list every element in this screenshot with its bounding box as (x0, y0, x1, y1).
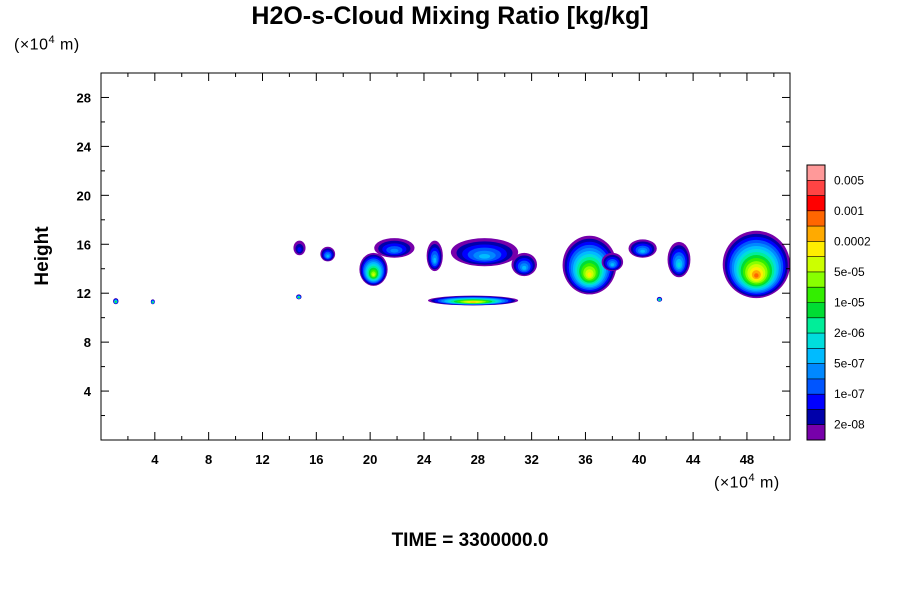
x-tick-label: 32 (524, 452, 538, 467)
colorbar-segment (807, 165, 825, 181)
cloud-region (428, 295, 519, 306)
y-tick-label: 12 (77, 286, 91, 301)
y-axis-unit: (×104 m) (14, 34, 80, 54)
y-tick-label: 20 (77, 188, 91, 203)
y-tick-label: 24 (77, 139, 92, 154)
colorbar-label: 5e-07 (834, 357, 865, 371)
colorbar-label: 1e-05 (834, 296, 865, 310)
cloud-region (320, 246, 336, 262)
plot-frame (100, 72, 791, 441)
x-unit-prefix: (×10 (714, 474, 749, 492)
colorbar-segment (807, 180, 825, 196)
chart-title: H2O-s-Cloud Mixing Ratio [kg/kg] (251, 2, 649, 30)
cloud-region (359, 252, 388, 286)
x-tick-label: 20 (363, 452, 377, 467)
cloud-contour (469, 301, 477, 303)
x-tick-label: 24 (417, 452, 432, 467)
cloud-contour (754, 273, 759, 278)
y-tick-label: 16 (77, 237, 91, 252)
x-tick-label: 28 (471, 452, 485, 467)
x-tick-label: 12 (255, 452, 269, 467)
x-tick-label: 4 (151, 452, 159, 467)
cloud-contour (640, 249, 646, 253)
cloud-contour (478, 253, 491, 259)
cloud-contour (433, 257, 437, 263)
x-axis-unit: (×104 m) (714, 472, 780, 492)
x-tick-label: 8 (205, 452, 212, 467)
colorbar-segment (807, 256, 825, 273)
cloud-region (511, 252, 538, 277)
colorbar-label: 5e-05 (834, 265, 865, 279)
cloud-region (722, 230, 790, 299)
cloud-region (296, 294, 302, 300)
colorbar-label: 2e-06 (834, 326, 865, 340)
colorbar-segment (807, 363, 825, 380)
x-tick-label: 44 (686, 452, 701, 467)
colorbar-segment (807, 226, 825, 242)
y-tick-label: 8 (84, 335, 91, 350)
cloud-contour (297, 247, 302, 253)
colorbar-segment (807, 302, 825, 319)
colorbar-segment (807, 287, 825, 303)
time-label: TIME = 3300000.0 (391, 530, 549, 551)
cloud-region (628, 239, 657, 258)
colorbar-segment (807, 348, 825, 365)
cloud-region (450, 238, 519, 267)
cloud-region (426, 240, 443, 272)
cloud-contour (390, 248, 399, 253)
y-unit-suffix: m) (55, 36, 80, 54)
y-unit-prefix: (×10 (14, 36, 49, 54)
colorbar-segment (807, 378, 825, 395)
cloud-contour (587, 272, 592, 277)
x-unit-exponent: 4 (748, 472, 756, 484)
colorbar-segment (807, 195, 825, 212)
cloud-region (150, 299, 155, 305)
colorbar-segment (807, 394, 825, 410)
colorbar-segment (807, 241, 825, 258)
colorbar-segment (807, 317, 825, 334)
cloud-contour (326, 254, 329, 258)
cloud-contour (372, 273, 375, 277)
colorbar-segment (807, 210, 825, 227)
cloud-region (667, 241, 691, 278)
colorbar-label: 1e-07 (834, 387, 865, 401)
cloud-region (656, 296, 663, 302)
colorbar-label: 2e-08 (834, 418, 865, 432)
colorbar-label: 0.005 (834, 173, 864, 187)
cloud-region (562, 235, 617, 295)
y-tick-label: 28 (77, 90, 91, 105)
cloud-region (374, 238, 415, 258)
colorbar-segment (807, 409, 825, 426)
x-tick-label: 48 (740, 452, 754, 467)
cloud-contour (522, 265, 527, 270)
x-tick-label: 36 (578, 452, 592, 467)
colorbar-label: 0.0002 (834, 234, 871, 248)
cloud-region (293, 240, 306, 256)
x-tick-label: 40 (632, 452, 646, 467)
colorbar-segment (807, 271, 825, 288)
cloud-contour (610, 263, 615, 267)
x-tick-label: 16 (309, 452, 323, 467)
cloud-region (113, 298, 119, 305)
cloud-field (113, 230, 790, 306)
cloud-contour (677, 262, 681, 268)
y-unit-exponent: 4 (48, 34, 56, 46)
y-axis-label: Height (32, 226, 53, 286)
colorbar-segment (807, 333, 825, 349)
colorbar: 0.005 0.001 0.0002 5e-05 1e-05 2e-06 5e-07 1e-0… (806, 164, 871, 441)
y-tick-label: 4 (84, 384, 92, 399)
cloud-region (601, 252, 624, 272)
x-unit-suffix: m) (755, 474, 780, 492)
colorbar-segment (807, 424, 825, 441)
colorbar-label: 0.001 (834, 204, 864, 218)
